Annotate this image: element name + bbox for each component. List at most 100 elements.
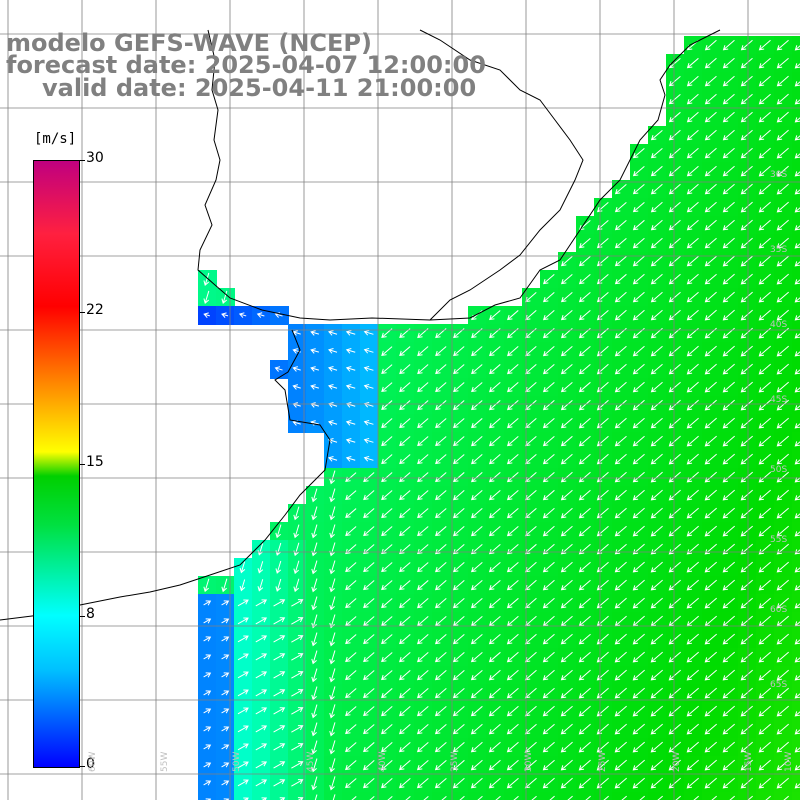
wind-arrow	[776, 687, 789, 699]
wind-arrow	[203, 290, 210, 304]
wind-cell	[720, 612, 739, 631]
wind-cell	[720, 36, 739, 55]
wind-arrow	[722, 363, 735, 375]
wind-cell	[630, 522, 649, 541]
wind-arrow	[578, 705, 591, 717]
wind-cell	[288, 684, 307, 703]
wind-arrow	[560, 471, 573, 483]
wind-cell	[630, 198, 649, 217]
wind-arrow	[668, 255, 681, 267]
wind-arrow	[758, 525, 771, 537]
wind-cell	[756, 756, 775, 775]
wind-cell	[306, 738, 325, 757]
wind-cell	[702, 144, 721, 163]
wind-cell	[738, 216, 757, 235]
wind-cell	[684, 558, 703, 577]
wind-arrow	[542, 345, 555, 357]
wind-cell	[360, 774, 379, 793]
wind-arrow	[578, 651, 591, 663]
wind-cell	[774, 108, 793, 127]
wind-arrow	[560, 597, 573, 609]
wind-arrow	[560, 507, 573, 519]
wind-arrow	[542, 507, 555, 519]
wind-arrow	[722, 597, 735, 609]
wind-arrow	[297, 797, 304, 800]
wind-arrow	[704, 219, 717, 231]
wind-cell	[684, 360, 703, 379]
wind-arrow	[578, 255, 591, 267]
wind-arrow	[650, 399, 663, 411]
wind-arrow	[596, 255, 609, 267]
wind-cell	[198, 684, 217, 703]
wind-cell	[396, 594, 415, 613]
wind-arrow	[311, 560, 318, 575]
wind-arrow	[329, 740, 336, 755]
wind-arrow	[686, 489, 699, 501]
wind-cell	[198, 576, 217, 595]
wind-arrow	[693, 795, 699, 800]
wind-arrow	[435, 454, 447, 465]
wind-arrow	[435, 436, 447, 447]
wind-arrow	[704, 561, 717, 573]
wind-cell	[378, 594, 397, 613]
wind-cell	[666, 216, 685, 235]
wind-arrow	[255, 707, 268, 715]
wind-arrow	[311, 704, 318, 719]
wind-cell	[468, 540, 487, 559]
wind-cell	[432, 522, 451, 541]
wind-cell	[450, 414, 469, 433]
wind-cell	[666, 792, 685, 800]
wind-cell	[558, 756, 577, 775]
wind-arrow	[363, 634, 375, 645]
wind-arrow	[434, 598, 447, 609]
wind-cell	[792, 468, 800, 487]
wind-arrow	[524, 759, 537, 771]
colorbar-tick-30: 30	[86, 150, 104, 166]
wind-cell	[558, 612, 577, 631]
wind-arrow	[686, 273, 699, 285]
wind-arrow	[758, 57, 771, 69]
wind-cell	[720, 738, 739, 757]
wind-arrow	[542, 777, 555, 789]
wind-arrow	[203, 672, 212, 678]
wind-cell	[234, 648, 253, 667]
wind-arrow	[434, 741, 447, 753]
wind-arrow	[398, 688, 411, 699]
wind-arrow	[470, 633, 483, 645]
wind-arrow	[650, 435, 663, 447]
wind-arrow	[452, 741, 465, 753]
wind-arrow	[345, 472, 357, 483]
wind-cell	[306, 558, 325, 577]
wind-arrow	[758, 75, 771, 87]
wind-cell	[450, 468, 469, 487]
wind-arrow	[329, 650, 336, 665]
wind-cell	[720, 396, 739, 415]
wind-arrow	[650, 489, 663, 501]
lon-label: 30W	[524, 751, 534, 772]
wind-arrow	[794, 675, 800, 681]
wind-cell	[342, 594, 361, 613]
wind-cell	[360, 594, 379, 613]
wind-arrow	[560, 399, 573, 411]
wind-arrow	[310, 384, 320, 390]
wind-arrow	[632, 273, 645, 285]
wind-cell	[594, 342, 613, 361]
wind-arrow	[632, 705, 645, 717]
wind-cell	[306, 774, 325, 793]
wind-cell	[216, 648, 235, 667]
wind-cell	[486, 792, 505, 800]
wind-arrow	[740, 201, 753, 213]
wind-cell	[252, 630, 271, 649]
wind-arrow	[740, 363, 753, 375]
wind-arrow	[704, 111, 717, 123]
wind-cell	[738, 360, 757, 379]
wind-arrow	[740, 669, 753, 681]
wind-cell	[576, 594, 595, 613]
wind-arrow	[776, 291, 789, 303]
wind-arrow	[614, 723, 627, 735]
wind-cell	[666, 648, 685, 667]
wind-cell	[612, 702, 631, 721]
wind-cell	[630, 486, 649, 505]
wind-arrow	[542, 381, 555, 393]
wind-arrow	[668, 741, 681, 753]
